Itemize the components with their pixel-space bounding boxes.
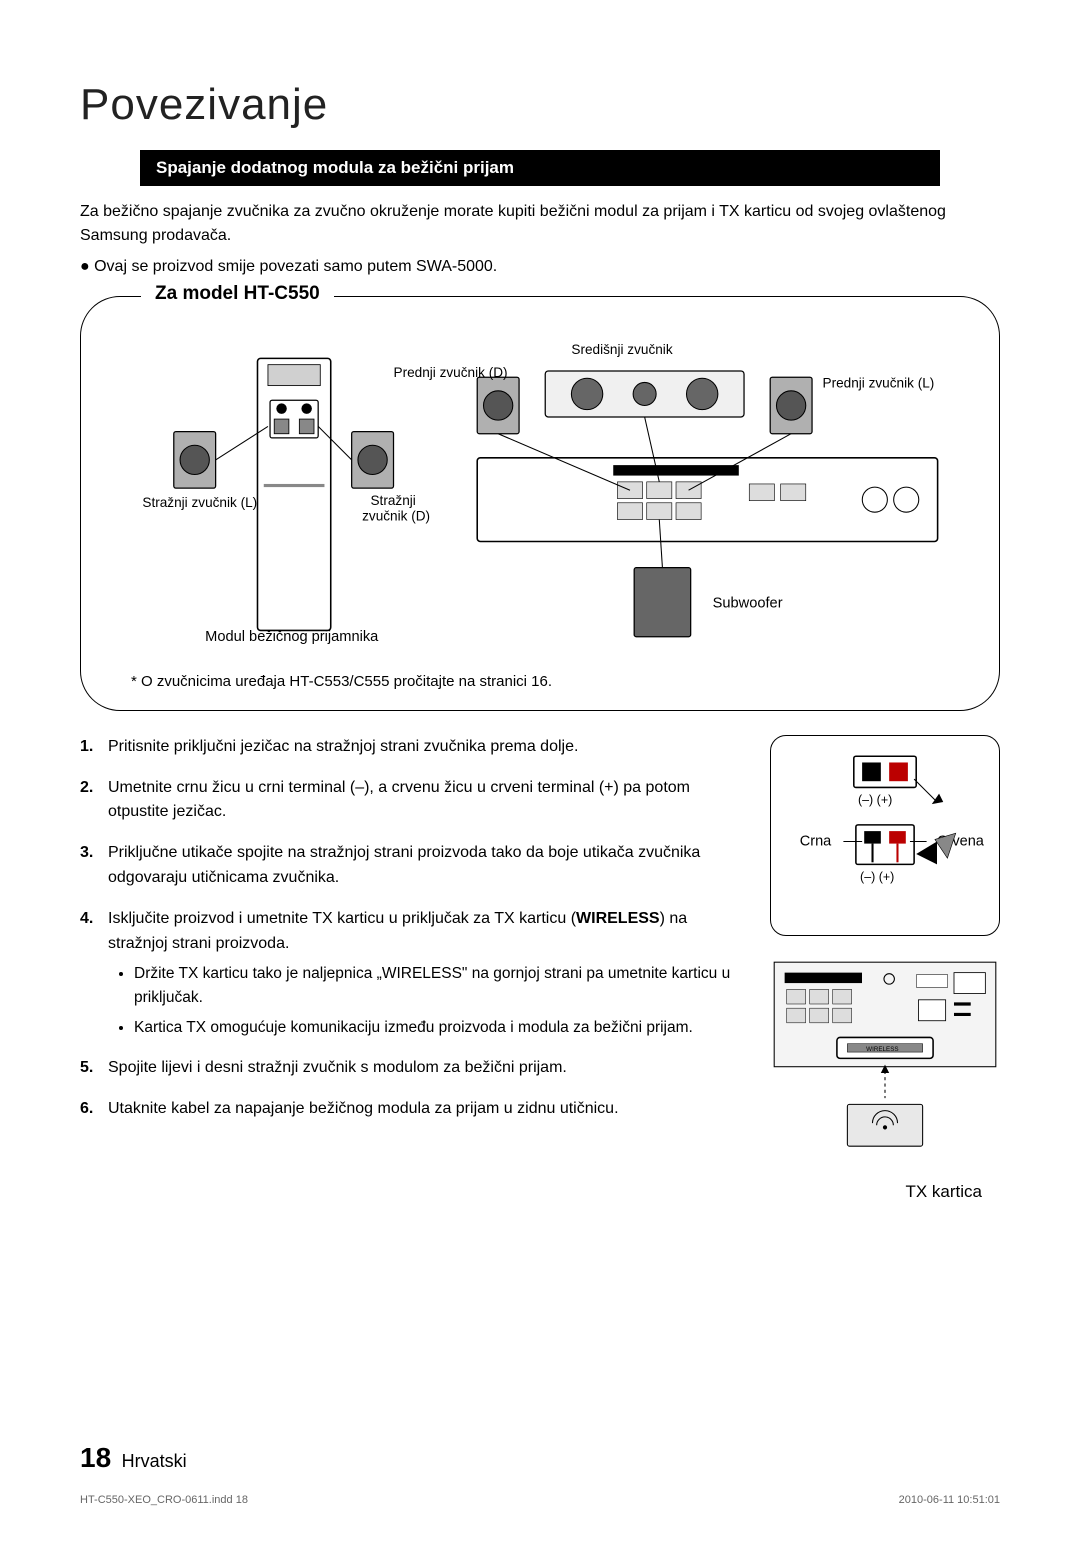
svg-text:WIRELESS: WIRELESS	[866, 1046, 898, 1053]
svg-text:Modul bežičnog prijamnika: Modul bežičnog prijamnika	[205, 629, 379, 645]
svg-text:zvučnik (D): zvučnik (D)	[362, 509, 430, 524]
step-6: Utaknite kabel za napajanje bežičnog mod…	[80, 1097, 746, 1122]
step-4-sub-1: Držite TX karticu tako je naljepnica „WI…	[134, 962, 746, 1010]
svg-text:Središnji zvučnik: Središnji zvučnik	[571, 342, 672, 357]
diagram-legend: Za model HT-C550	[141, 283, 334, 305]
svg-text:Prednji zvučnik (L): Prednji zvučnik (L)	[823, 376, 935, 391]
page-number: 18	[80, 1442, 111, 1474]
svg-text:L: L	[287, 407, 291, 416]
instructions-column: Pritisnite priključni jezičac na stražnj…	[80, 735, 746, 1138]
svg-text:(–) (+): (–) (+)	[858, 793, 892, 807]
svg-text:Prednji zvučnik (D): Prednji zvučnik (D)	[394, 365, 508, 380]
figures-column: (–) (+) Crna Crvena (–) (+)	[770, 735, 1000, 1202]
intro-paragraph: Za bežično spajanje zvučnika za zvučno o…	[80, 200, 1000, 248]
tx-card-label: TX kartica	[770, 1182, 1000, 1202]
svg-text:R: R	[312, 407, 317, 416]
svg-text:Subwoofer: Subwoofer	[713, 595, 783, 611]
language-label: Hrvatski	[122, 1451, 187, 1471]
svg-text:(–) (+): (–) (+)	[860, 870, 894, 884]
step-5: Spojite lijevi i desni stražnji zvučnik …	[80, 1056, 746, 1081]
svg-text:Stražnji: Stražnji	[370, 493, 415, 508]
step-4: Isključite proizvod i umetnite TX kartic…	[80, 907, 746, 1041]
print-file: HT-C550-XEO_CRO-0611.indd 18	[80, 1494, 248, 1506]
diagram-footnote: * O zvučnicima uređaja HT-C553/C555 proč…	[131, 673, 969, 690]
svg-text:Crna: Crna	[800, 834, 832, 850]
section-heading-bar: Spajanje dodatnog modula za bežični prij…	[140, 150, 940, 186]
diagram-svg: L R Stražnji zvučnik (L) Stražnji zvučni…	[111, 327, 969, 667]
step-2: Umetnite crnu žicu u crni terminal (–), …	[80, 776, 746, 826]
page-title: Povezivanje	[80, 80, 1000, 130]
terminal-figure: (–) (+) Crna Crvena (–) (+)	[770, 735, 1000, 936]
step-1: Pritisnite priključni jezičac na stražnj…	[80, 735, 746, 760]
connection-diagram: Za model HT-C550 L R Stražnji zvučnik (L…	[80, 296, 1000, 711]
page-footer: 18 Hrvatski HT-C550-XEO_CRO-0611.indd 18…	[80, 1442, 1000, 1506]
back-panel-figure: WIRELESS	[770, 958, 1000, 1172]
label-rear-l: Stražnji zvučnik (L)	[142, 495, 257, 510]
step-4-sub-2: Kartica TX omogućuje komunikaciju između…	[134, 1016, 746, 1040]
product-note: ● Ovaj se proizvod smije povezati samo p…	[80, 258, 1000, 276]
step-3: Priključne utikače spojite na stražnjoj …	[80, 841, 746, 891]
print-time: 2010-06-11 10:51:01	[899, 1494, 1000, 1506]
